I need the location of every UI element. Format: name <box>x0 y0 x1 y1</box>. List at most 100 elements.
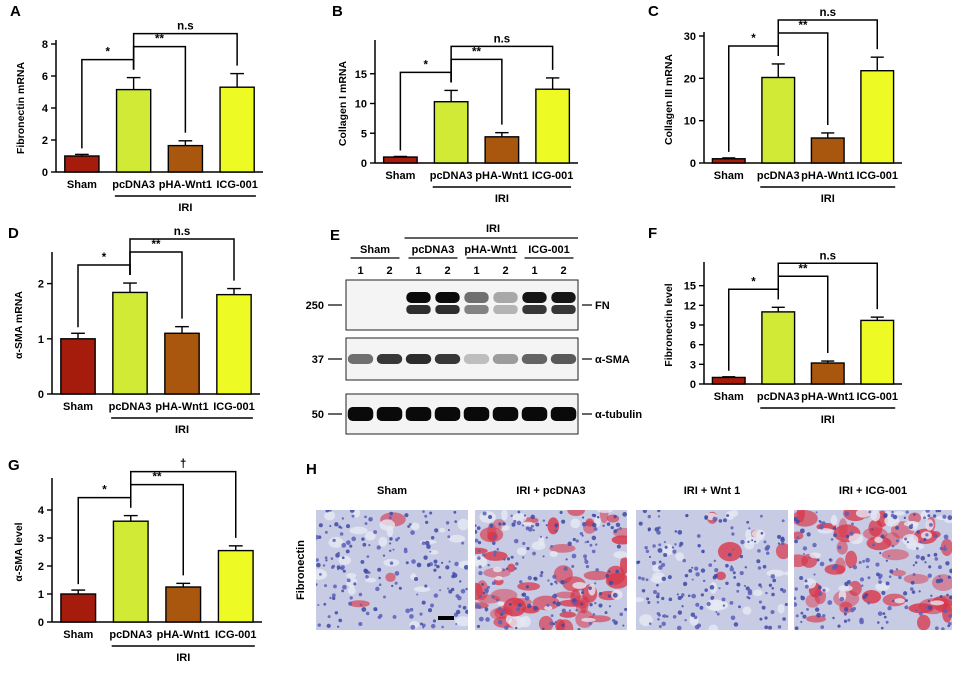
category-label: pHA-Wnt1 <box>801 170 854 182</box>
cell-nucleus <box>943 534 949 540</box>
cell-nucleus <box>376 545 381 550</box>
cell-nucleus <box>875 562 880 567</box>
stain-patch <box>796 510 805 523</box>
cell-nucleus <box>588 586 592 590</box>
cell-nucleus <box>594 582 597 585</box>
cell-nucleus <box>564 580 568 584</box>
cell-nucleus <box>524 595 530 601</box>
tubule-lumen <box>364 531 376 541</box>
cell-nucleus <box>567 541 572 546</box>
cell-nucleus <box>739 554 744 559</box>
cell-nucleus <box>478 565 482 569</box>
panel-label: A <box>10 3 21 20</box>
cell-nucleus <box>389 549 392 552</box>
cell-nucleus <box>661 621 666 627</box>
cell-nucleus <box>652 590 657 594</box>
image-title: IRI + ICG-001 <box>839 485 907 497</box>
cell-nucleus <box>672 615 677 619</box>
cell-nucleus <box>777 534 782 539</box>
cell-nucleus <box>736 589 740 593</box>
cell-nucleus <box>484 588 489 593</box>
cell-nucleus <box>503 608 506 611</box>
significance-label: ** <box>799 20 808 32</box>
blot-lane-label: 2 <box>444 265 450 277</box>
cell-nucleus <box>913 513 916 516</box>
cell-nucleus <box>858 560 862 564</box>
cell-nucleus <box>561 623 565 627</box>
cell-nucleus <box>656 530 661 535</box>
chart-C: C 0 10 20 30 Collagen III mRNA Sham pcDNA3 pHA-W… <box>648 3 902 205</box>
tubule-lumen <box>893 511 905 516</box>
cell-nucleus <box>837 545 842 550</box>
cell-nucleus <box>780 537 785 543</box>
cell-nucleus <box>710 596 714 600</box>
cell-nucleus <box>497 619 503 625</box>
cell-nucleus <box>426 544 431 549</box>
cell-nucleus <box>887 554 890 558</box>
bar-sham <box>711 158 746 164</box>
cell-nucleus <box>895 568 899 571</box>
cell-nucleus <box>839 596 845 602</box>
cell-nucleus <box>723 518 727 523</box>
stain-patch <box>487 531 498 542</box>
tubule-lumen <box>730 510 739 517</box>
cell-nucleus <box>891 544 895 548</box>
significance-label: ** <box>153 472 162 484</box>
tubule-lumen <box>581 617 596 622</box>
cell-nucleus <box>368 543 371 547</box>
bar-pcdna3 <box>761 311 796 385</box>
stain-patch <box>559 611 576 618</box>
y-tick-label: 30 <box>684 31 696 43</box>
stain-patch <box>532 595 560 611</box>
cell-nucleus <box>622 512 627 517</box>
cell-nucleus <box>656 583 659 587</box>
cell-nucleus <box>561 608 567 613</box>
cell-nucleus <box>592 613 596 616</box>
cell-nucleus <box>546 603 550 607</box>
cell-nucleus <box>551 594 555 599</box>
cell-nucleus <box>911 590 916 594</box>
cell-nucleus <box>478 616 484 622</box>
cell-nucleus <box>462 605 467 610</box>
cell-nucleus <box>349 544 353 548</box>
cell-nucleus <box>763 540 767 544</box>
stain-patch <box>555 619 566 630</box>
stain-patch <box>475 547 488 554</box>
cell-nucleus <box>439 589 442 592</box>
category-label: Sham <box>714 391 744 403</box>
bar-sham <box>382 156 418 164</box>
cell-nucleus <box>392 614 397 619</box>
cell-nucleus <box>656 594 660 599</box>
category-label: pHA-Wnt1 <box>801 391 854 403</box>
cell-nucleus <box>691 593 697 599</box>
cell-nucleus <box>358 592 363 597</box>
cell-nucleus <box>349 596 353 600</box>
blot-band <box>522 305 547 314</box>
cell-nucleus <box>656 600 660 604</box>
cell-nucleus <box>924 561 927 564</box>
tubule-lumen <box>549 551 558 558</box>
cell-nucleus <box>425 520 429 525</box>
cell-nucleus <box>687 594 691 597</box>
cell-nucleus <box>832 616 835 620</box>
blot-band <box>406 292 431 303</box>
cell-nucleus <box>542 627 545 630</box>
cell-nucleus <box>454 561 459 567</box>
cell-nucleus <box>610 525 614 530</box>
tubule-lumen <box>516 547 527 556</box>
cell-nucleus <box>341 542 347 548</box>
cell-nucleus <box>388 516 392 520</box>
cell-nucleus <box>476 624 481 629</box>
cell-nucleus <box>942 546 947 552</box>
y-tick-label: 0 <box>361 158 367 170</box>
cell-nucleus <box>377 567 382 572</box>
tubule-lumen <box>324 510 336 521</box>
cell-nucleus <box>506 557 511 561</box>
cell-nucleus <box>522 541 526 546</box>
cell-nucleus <box>500 610 505 615</box>
cell-nucleus <box>477 540 482 545</box>
cell-nucleus <box>859 617 864 623</box>
cell-nucleus <box>326 623 331 629</box>
cell-nucleus <box>429 550 432 553</box>
cell-nucleus <box>878 580 882 584</box>
